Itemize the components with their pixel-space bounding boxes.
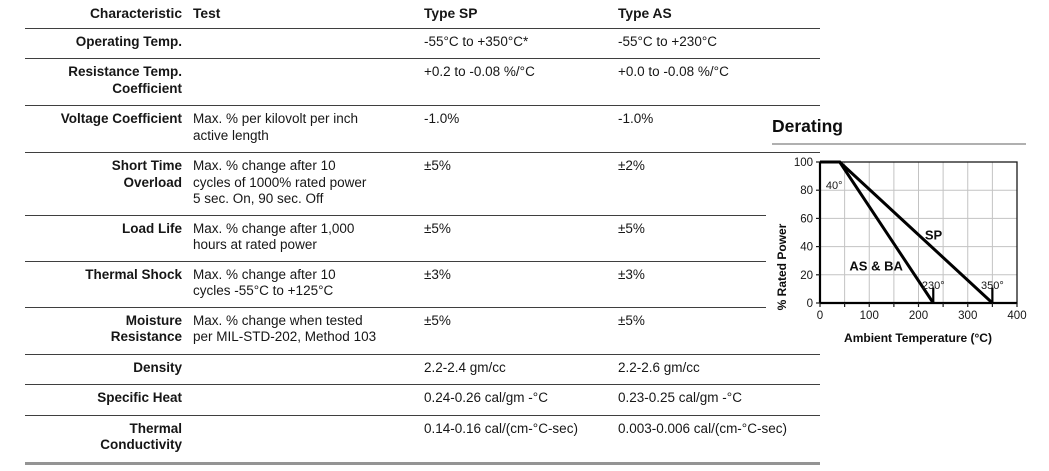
- table-header-row: Characteristic Test Type SP Type AS: [25, 0, 820, 29]
- y-tick-label: 20: [800, 270, 813, 282]
- type-as-cell: 0.003-0.006 cal/(cm-°C-sec): [618, 420, 787, 436]
- column-header-type-as: Type AS: [618, 6, 672, 21]
- table-row: Specific Heat 0.24-0.26 cal/gm -°C 0.23-…: [25, 385, 820, 416]
- characteristic-cell: Density: [133, 359, 182, 375]
- type-as-cell: ±5%: [618, 312, 645, 328]
- type-sp-cell: ±5%: [424, 220, 451, 236]
- series-line: [820, 160, 994, 305]
- x-tick-label: 300: [958, 310, 977, 322]
- column-header-test: Test: [193, 6, 221, 21]
- type-sp-cell: ±5%: [424, 312, 451, 328]
- type-as-cell: ±2%: [618, 158, 645, 173]
- column-header-type-sp: Type SP: [424, 6, 478, 21]
- test-cell: Max. % change after 10 cycles of 1000% r…: [193, 158, 367, 206]
- type-sp-cell: 0.14-0.16 cal/(cm-°C-sec): [424, 420, 578, 436]
- characteristic-cell: Moisture Resistance: [110, 312, 182, 345]
- type-as-cell: -55°C to +230°C: [618, 33, 717, 49]
- type-sp-cell: 0.24-0.26 cal/gm -°C: [424, 390, 548, 405]
- test-cell: [185, 29, 424, 59]
- chart-ticks: 0 100 200 300 400 0 20 40 60 80 100: [794, 157, 1027, 322]
- y-tick-label: 100: [794, 157, 813, 169]
- table-row: Thermal Conductivity 0.14-0.16 cal/(cm-°…: [25, 416, 820, 465]
- table-row: Operating Temp. -55°C to +350°C* -55°C t…: [25, 29, 820, 59]
- chart-annotations: 40° 230° 350°: [826, 180, 1004, 292]
- table-row: Thermal Shock Max. % change after 10 cyc…: [25, 262, 820, 308]
- table-row: Density 2.2-2.4 gm/cc 2.2-2.6 gm/cc: [25, 355, 820, 385]
- column-header-characteristic: Characteristic: [89, 6, 182, 21]
- y-tick-label: 60: [800, 213, 813, 225]
- characteristic-cell: Resistance Temp. Coefficient: [68, 64, 182, 96]
- characteristic-cell: Short Time Overload: [111, 158, 182, 190]
- type-as-cell: 2.2-2.6 gm/cc: [618, 359, 700, 375]
- type-as-cell: -1.0%: [618, 111, 654, 126]
- derating-section-title: Derating: [772, 116, 843, 136]
- type-sp-cell: 2.2-2.4 gm/cc: [424, 359, 506, 375]
- type-as-cell: +0.0 to -0.08 %/°C: [618, 64, 729, 79]
- point-label: 230°: [922, 280, 945, 292]
- x-tick-label: 400: [1007, 310, 1026, 322]
- type-sp-cell: ±5%: [424, 158, 451, 173]
- table-row: Short Time Overload Max. % change after …: [25, 153, 820, 216]
- type-sp-cell: -55°C to +350°C*: [424, 33, 529, 49]
- table-row: Load Life Max. % change after 1,000 hour…: [25, 216, 820, 262]
- derating-title-rule: [772, 143, 1026, 145]
- test-cell: [185, 355, 424, 385]
- characteristic-cell: Voltage Coefficient: [60, 111, 182, 126]
- series-line: [820, 160, 935, 304]
- type-sp-cell: ±3%: [424, 266, 451, 282]
- test-cell: Max. % change after 10 cycles -55°C to +…: [193, 266, 336, 299]
- spec-table: Characteristic Test Type SP Type AS Oper…: [25, 0, 820, 465]
- type-as-cell: ±3%: [618, 266, 645, 282]
- derating-chart-svg: 0 100 200 300 400 0 20 40 60 80 100 SP AS & BA 40° 2…: [775, 157, 1027, 345]
- series-label: SP: [925, 228, 943, 243]
- series-label: AS & BA: [849, 259, 903, 274]
- y-tick-label: 0: [807, 298, 813, 310]
- table-row: Moisture Resistance Max. % change when t…: [25, 308, 820, 355]
- characteristic-cell: Load Life: [122, 220, 182, 236]
- x-axis-label: Ambient Temperature (°C): [844, 331, 992, 345]
- point-label: 350°: [981, 280, 1004, 292]
- characteristic-cell: Specific Heat: [97, 390, 182, 405]
- test-cell: Max. % change when tested per MIL-STD-20…: [193, 312, 377, 345]
- table-row: Voltage Coefficient Max. % per kilovolt …: [25, 106, 820, 153]
- type-sp-cell: +0.2 to -0.08 %/°C: [424, 64, 535, 79]
- type-as-cell: 0.23-0.25 cal/gm -°C: [618, 390, 742, 405]
- x-tick-label: 0: [817, 310, 823, 322]
- test-cell: [185, 416, 424, 462]
- y-axis-label: % Rated Power: [775, 223, 789, 310]
- type-sp-cell: -1.0%: [424, 111, 460, 126]
- test-cell: [185, 59, 424, 105]
- x-tick-label: 100: [860, 310, 879, 322]
- characteristic-cell: Thermal Conductivity: [100, 420, 182, 453]
- characteristic-cell: Thermal Shock: [85, 266, 182, 282]
- characteristic-cell: Operating Temp.: [75, 33, 182, 49]
- point-label: 40°: [826, 180, 843, 192]
- test-cell: Max. % per kilovolt per inch active leng…: [193, 111, 359, 143]
- table-row: Resistance Temp. Coefficient +0.2 to -0.…: [25, 59, 820, 106]
- y-tick-label: 40: [800, 242, 813, 254]
- test-cell: [185, 385, 424, 415]
- x-tick-label: 200: [909, 310, 928, 322]
- y-tick-label: 80: [800, 185, 813, 197]
- chart-series: SP AS & BA: [820, 160, 994, 305]
- test-cell: Max. % change after 1,000 hours at rated…: [193, 220, 355, 253]
- type-as-cell: ±5%: [618, 220, 645, 236]
